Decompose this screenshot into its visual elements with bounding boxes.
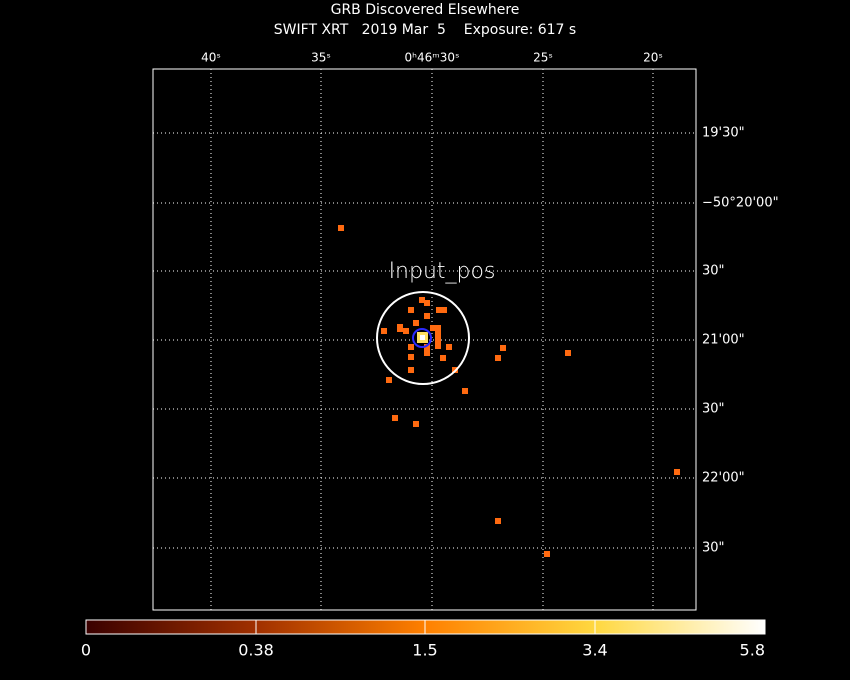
photon-pixel — [544, 551, 550, 557]
photon-pixel — [565, 350, 571, 356]
input-circle — [376, 291, 470, 385]
photon-pixel — [403, 328, 409, 334]
photon-pixel — [500, 345, 506, 351]
source-circle — [412, 328, 432, 348]
photon-pixel — [408, 367, 414, 373]
photon-pixel — [392, 415, 398, 421]
photon-pixel — [495, 518, 501, 524]
photon-pixel — [674, 469, 680, 475]
ra-label: 25ˢ — [533, 51, 553, 65]
dec-label: 21'00" — [702, 333, 745, 348]
colorbar-label: 5.8 — [740, 641, 765, 660]
photon-pixel — [436, 307, 447, 313]
bright-pixel — [420, 335, 425, 340]
photon-pixel — [413, 320, 419, 326]
photon-pixel — [424, 344, 430, 356]
photon-pixel — [338, 225, 344, 231]
ra-label: 20ˢ — [643, 51, 663, 65]
dec-label: 22'00" — [702, 471, 745, 486]
title: GRB Discovered Elsewhere — [331, 2, 520, 18]
photon-pixel — [413, 421, 419, 427]
dec-label: 30" — [702, 541, 725, 556]
photon-pixel — [419, 297, 425, 303]
colorbar-label: 1.5 — [412, 641, 437, 660]
photon-pixel — [495, 355, 501, 361]
ra-label: 35ˢ — [311, 51, 331, 65]
photon-pixel — [424, 300, 430, 306]
colorbar-label: 3.4 — [582, 641, 607, 660]
photon-pixel — [381, 328, 387, 334]
photon-pixel — [446, 344, 452, 350]
subtitle: SWIFT XRT 2019 Mar 5 Exposure: 617 s — [274, 22, 576, 38]
photon-pixel — [424, 313, 430, 319]
dec-label: 30" — [702, 264, 725, 279]
photon-pixel — [408, 344, 414, 350]
dec-label: −50°20'00" — [702, 196, 779, 211]
photon-pixel — [386, 377, 392, 383]
photons — [338, 225, 680, 557]
photon-pixel — [430, 325, 436, 331]
photon-pixel — [408, 307, 414, 313]
marker-label: Input_pos — [389, 259, 496, 284]
photon-pixel — [462, 388, 468, 394]
grid — [153, 69, 696, 610]
photon-pixel — [440, 355, 446, 361]
photon-pixel — [435, 325, 441, 349]
photon-pixel — [408, 354, 414, 360]
ra-label: 0ʰ46ᵐ30ˢ — [405, 51, 460, 65]
photon-pixel — [397, 324, 403, 332]
colorbar-label: 0 — [81, 641, 91, 660]
dec-label: 19'30" — [702, 126, 745, 141]
ra-label: 40ˢ — [201, 51, 221, 65]
dec-label: 30" — [702, 402, 725, 417]
colorbar-label: 0.38 — [238, 641, 274, 660]
